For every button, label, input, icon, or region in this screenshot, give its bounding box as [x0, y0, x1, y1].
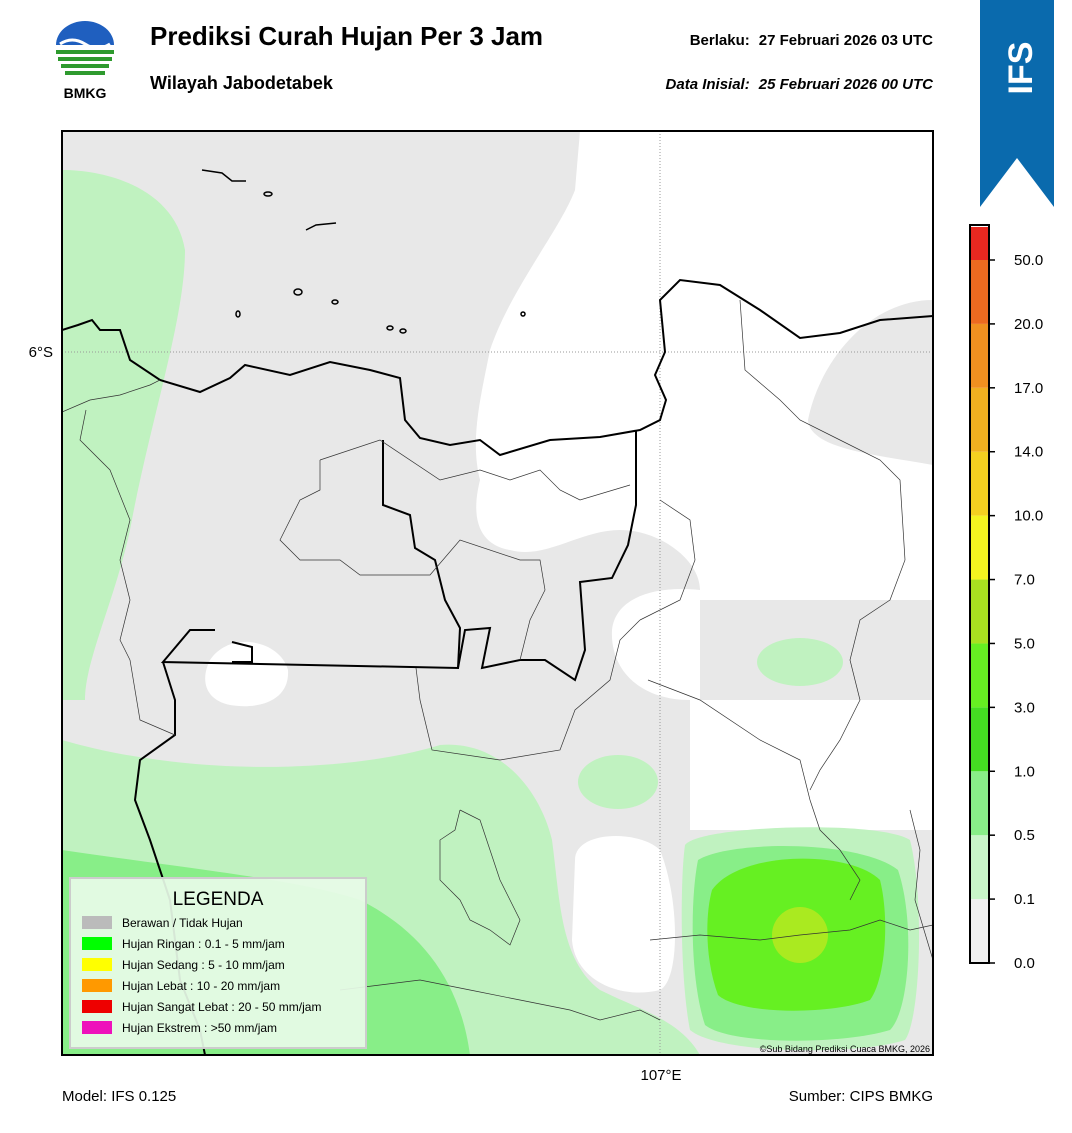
legend-swatch — [82, 979, 112, 992]
valid-value: 27 Februari 2026 03 UTC — [759, 32, 933, 49]
colorbar-tick-label: 10.0 — [1014, 508, 1043, 525]
legend-label: Berawan / Tidak Hujan — [122, 916, 243, 930]
valid-time: Berlaku: 27 Februari 2026 03 UTC — [690, 32, 933, 49]
legend-label: Hujan Sangat Lebat : 20 - 50 mm/jam — [122, 1000, 321, 1014]
footer-source: Sumber: CIPS BMKG — [789, 1088, 933, 1105]
colorbar-tick-label: 14.0 — [1014, 444, 1043, 461]
colorbar-segment — [970, 579, 989, 644]
legend-label: Hujan Sedang : 5 - 10 mm/jam — [122, 958, 285, 972]
model-badge: IFS — [980, 0, 1054, 207]
colorbar-segment — [970, 451, 989, 516]
colorbar-segment — [970, 227, 989, 260]
colorbar-segment — [970, 323, 989, 388]
legend-swatch — [82, 937, 112, 950]
legend-title: LEGENDA — [173, 889, 264, 910]
colorbar-tick-label: 50.0 — [1014, 252, 1043, 269]
map-frame — [61, 130, 934, 1056]
colorbar: 0.0 0.1 0.5 1.0 3.0 5.0 7.0 10.0 14.0 17.0 20.0 50.… — [969, 224, 1043, 972]
copyright: ©Sub Bidang Prediksi Cuaca BMKG, 2026 — [760, 1044, 930, 1054]
colorbar-segment — [970, 260, 989, 324]
colorbar-tick-label: 3.0 — [1014, 699, 1035, 716]
colorbar-segment — [970, 515, 989, 580]
legend-swatch — [82, 1000, 112, 1013]
footer-model: Model: IFS 0.125 — [62, 1088, 176, 1105]
colorbar-tick-label: 17.0 — [1014, 380, 1043, 397]
colorbar-segment — [970, 899, 989, 963]
colorbar-tick-label: 0.5 — [1014, 827, 1035, 844]
init-value: 25 Februari 2026 00 UTC — [758, 76, 934, 93]
colorbar-tick-label: 0.1 — [1014, 891, 1035, 908]
legend-label: Hujan Lebat : 10 - 20 mm/jam — [122, 979, 280, 993]
legend-label: Hujan Ekstrem : >50 mm/jam — [122, 1021, 277, 1035]
legend-swatch — [82, 958, 112, 971]
badge-text: IFS — [1002, 42, 1040, 95]
colorbar-segment — [970, 643, 989, 708]
subtitle: Wilayah Jabodetabek — [150, 73, 334, 93]
colorbar-segment — [970, 771, 989, 836]
init-time: Data Inisial: 25 Februari 2026 00 UTC — [666, 76, 935, 93]
legend-label: Hujan Ringan : 0.1 - 5 mm/jam — [122, 937, 285, 951]
legend: LEGENDA Berawan / Tidak Hujan Hujan Ringa… — [69, 877, 367, 1049]
colorbar-segment — [970, 387, 989, 452]
colorbar-tick-label: 1.0 — [1014, 763, 1035, 780]
colorbar-segment — [970, 835, 989, 900]
logo: BMKG — [56, 21, 114, 101]
colorbar-segment — [970, 707, 989, 772]
lon-label: 107°E — [640, 1067, 681, 1084]
init-label: Data Inisial: — [666, 76, 750, 93]
colorbar-tick-label: 7.0 — [1014, 572, 1035, 589]
legend-swatch — [82, 1021, 112, 1034]
colorbar-tick-label: 5.0 — [1014, 635, 1035, 652]
logo-text: BMKG — [64, 85, 107, 101]
colorbar-tick-label: 0.0 — [1014, 955, 1035, 972]
legend-swatch — [82, 916, 112, 929]
lat-label: 6°S — [29, 344, 53, 361]
colorbar-tick-label: 20.0 — [1014, 316, 1043, 333]
title: Prediksi Curah Hujan Per 3 Jam — [150, 21, 543, 51]
valid-label: Berlaku: — [690, 32, 750, 49]
colorbar-frame — [969, 224, 990, 964]
